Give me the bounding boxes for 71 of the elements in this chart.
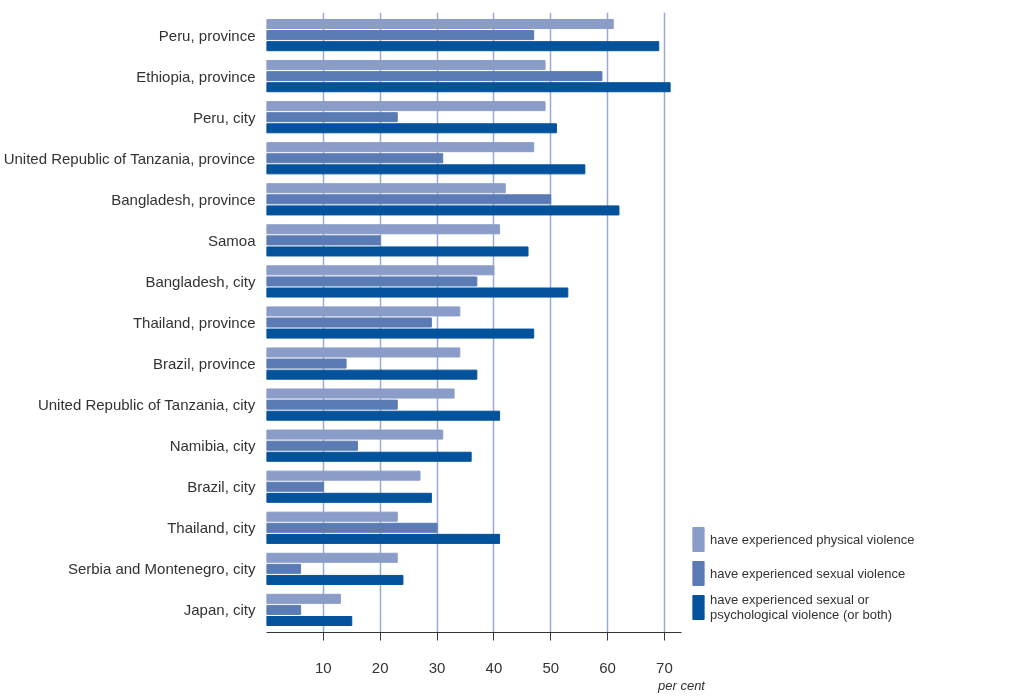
bar (266, 522, 438, 533)
y-tick-label: United Republic of Tanzania, city (37, 396, 256, 414)
y-tick-label: Thailand, city (167, 519, 256, 537)
bar (266, 604, 302, 615)
bar (266, 328, 535, 339)
bar (266, 388, 455, 399)
x-axis-title: per cent (657, 677, 707, 693)
bar (266, 265, 495, 276)
y-tick-label: Peru, city (192, 108, 256, 126)
bar (266, 369, 478, 380)
y-tick-label: Bangladesh, province (111, 190, 256, 208)
bar (266, 60, 546, 71)
bar (266, 71, 603, 82)
y-tick-label: Brazil, province (152, 355, 256, 373)
bar (266, 574, 404, 585)
bar (266, 470, 421, 481)
bar (266, 235, 381, 246)
bar (266, 287, 569, 298)
bar (266, 112, 398, 123)
bar (266, 101, 546, 112)
bar (266, 533, 501, 544)
x-tick-label: 50 (542, 658, 560, 676)
bar (266, 552, 398, 563)
bar (266, 492, 432, 503)
bar (266, 276, 478, 287)
bar (266, 481, 324, 492)
y-tick-label: United Republic of Tanzania, province (3, 149, 256, 167)
bar (266, 440, 358, 451)
x-tick-label: 30 (428, 658, 446, 676)
bar (266, 511, 398, 522)
x-tick-label: 60 (599, 658, 616, 676)
y-tick-label: Samoa (207, 231, 257, 249)
bar (266, 317, 432, 328)
x-tick-label: 70 (656, 658, 673, 676)
bar (266, 224, 501, 235)
bar (266, 123, 557, 134)
y-tick-label: Ethiopia, province (136, 67, 256, 85)
bar (266, 306, 461, 317)
bar (266, 183, 506, 194)
x-tick-label: 20 (371, 658, 389, 676)
bar (266, 82, 671, 93)
bar (266, 18, 614, 30)
legend-label: have experienced sexual or psychological violence (or both) (710, 592, 893, 622)
bar (266, 205, 620, 216)
y-tick-label: Thailand, province (132, 314, 256, 331)
y-tick-label: Bangladesh, city (145, 272, 256, 290)
y-tick-label: Namibia, city (169, 437, 256, 455)
y-tick-label: Peru, province (158, 26, 256, 44)
bar (266, 153, 444, 164)
y-tick-label: Brazil, city (187, 478, 256, 496)
bar (266, 30, 535, 41)
bar (266, 399, 398, 410)
bar (266, 615, 353, 627)
bar (266, 358, 347, 369)
bar (266, 451, 472, 462)
bar (266, 194, 552, 205)
x-tick-label: 10 (315, 658, 332, 676)
bar (266, 593, 341, 604)
bar (266, 142, 535, 153)
bar (266, 563, 302, 574)
bar (266, 429, 444, 440)
bar (266, 41, 660, 52)
bar (266, 410, 501, 421)
bar (266, 347, 461, 358)
legend-label: have experienced sexual violence (710, 564, 906, 583)
bar (266, 164, 586, 175)
legend-label: have experienced physical violence (710, 530, 915, 549)
x-tick-label: 40 (485, 658, 503, 676)
bar (266, 246, 529, 257)
y-tick-label: Serbia and Montenegro, city (67, 560, 256, 578)
y-tick-label: Japan, city (183, 601, 256, 619)
